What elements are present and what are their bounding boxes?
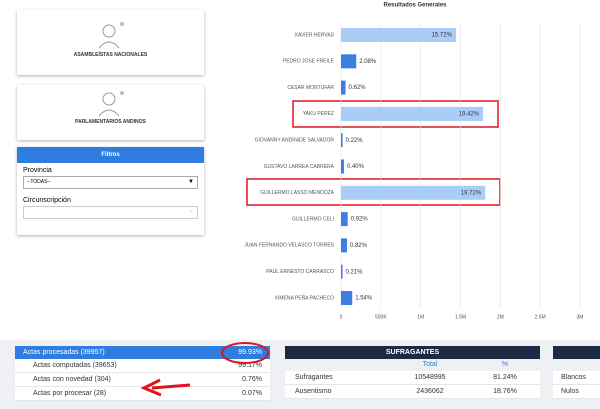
category-label: CESAR MONTUFAR (287, 85, 334, 91)
actas-label: Actas con novedad (304) (33, 376, 111, 383)
card-label: PARLAMENTARIOS ANDINOS (75, 119, 146, 125)
votos-table: Blancos Nulos (553, 346, 600, 399)
row-total: 10548995 (414, 374, 446, 381)
votos-rows: Blancos Nulos (553, 371, 600, 399)
icon (98, 22, 124, 49)
row-percent: 81.24% (493, 374, 517, 381)
sufragantes-row: Ausentismo 2436062 18.76% (285, 385, 540, 399)
actas-row: Actas computadas (39653) 99.17% (15, 359, 270, 373)
x-tick-label: 2M (497, 314, 504, 320)
x-tick-label: 3M (577, 314, 584, 320)
row-total: 2436062 (416, 388, 444, 395)
category-label: YAKU PEREZ (303, 111, 334, 117)
x-tick-label: 0 (340, 314, 343, 320)
value-label: 0.82% (350, 243, 368, 249)
actas-rows: Actas computadas (39653) 99.17% Actas con … (15, 359, 270, 401)
category-label: GIOVANNY ANDRADE SALVADOR (255, 138, 335, 144)
x-tick-label: 2.5M (535, 314, 546, 320)
category-label: XAVIER HERVAS (295, 32, 335, 38)
value-label: 19.72% (461, 190, 482, 196)
province-select[interactable]: --TODAS-- ▼ (23, 176, 198, 189)
sufragantes-rows: Sufragantes 10548995 81.24% Ausentismo 24360… (285, 371, 540, 399)
votos-header (553, 346, 600, 359)
value-label: 0.21% (346, 269, 364, 275)
value-label: 0.62% (349, 85, 367, 91)
card-asambleistas[interactable]: ASAMBLEÍSTAS NACIONALES (17, 10, 204, 75)
sufragantes-row: Sufragantes 10548995 81.24% (285, 371, 540, 385)
value-label: 2.08% (359, 59, 377, 65)
category-label: PEDRO JOSE FREILE (283, 59, 335, 65)
actas-header-label: Actas procesadas (39957) (23, 349, 105, 356)
value-label: 1.54% (355, 296, 373, 302)
annotations (140, 342, 269, 397)
bar (341, 28, 456, 42)
district-label: Circunscripción (23, 197, 71, 204)
province-value: --TODAS-- (27, 179, 51, 185)
district-select[interactable]: ⌄ (23, 206, 198, 219)
chart-title: Resultados Generales (383, 3, 447, 9)
votos-row: Blancos (553, 371, 600, 385)
category-label: JUAN FERNANDO VELASCO TORRES (244, 243, 334, 249)
sufragantes-columns: Total% (285, 359, 540, 371)
actas-header: Actas procesadas (39957) 99.93% (15, 346, 270, 359)
value-label: 0.22% (346, 138, 364, 144)
bar (341, 159, 344, 174)
actas-value: 0.07% (242, 390, 262, 397)
category-label: GUSTAVO LARREA CABRERA (264, 164, 335, 170)
bar (341, 291, 353, 305)
value-label: 15.72% (432, 33, 453, 39)
sufragantes-table: SUFRAGANTES Total% Sufragantes 10548995 81… (285, 346, 540, 399)
actas-value: 0.76% (242, 376, 262, 383)
bar (341, 264, 343, 279)
actas-label: Actas por procesar (28) (33, 390, 107, 397)
actas-header-value: 99.93% (238, 349, 262, 356)
actas-table: Actas procesadas (39957) 99.93% Actas com… (15, 346, 270, 401)
category-label: GUILLERMO CELI (292, 216, 334, 222)
sufragantes-title: SUFRAGANTES (285, 346, 540, 359)
actas-row: Actas por procesar (28) 0.07% (15, 387, 270, 401)
row-label: Ausentismo (295, 388, 332, 395)
bar (341, 185, 486, 200)
filters-title: Filtros (17, 147, 204, 163)
bar (341, 238, 347, 253)
category-label: GUILLERMO LASSO MENDOZA (260, 190, 335, 196)
highlight-box (246, 178, 501, 206)
bar (341, 106, 484, 121)
arrow-annotation (140, 378, 191, 397)
row-label: Sufragantes (295, 374, 333, 381)
circle-annotation (221, 342, 269, 364)
category-label: XIMENA PEÑA PACHECO (275, 294, 334, 301)
x-tick-label: 1M (417, 314, 424, 320)
category-label: PAUL ERNESTO CARRASCO (266, 269, 334, 275)
province-label: Provincia (23, 167, 52, 174)
highlight-box (292, 100, 499, 128)
card-parlamentarios[interactable]: PARLAMENTARIOS ANDINOS (17, 85, 204, 140)
chart: Resultados Generales 0 500K 1M 1.5M 2M 2.5M 3M… (244, 3, 584, 321)
actas-label: Actas computadas (39653) (33, 362, 117, 369)
votos-row: Nulos (553, 385, 600, 399)
bar (341, 54, 357, 69)
card-label: ASAMBLEÍSTAS NACIONALES (73, 52, 148, 58)
bar (341, 133, 343, 148)
actas-row: Actas con novedad (304) 0.76% (15, 373, 270, 387)
x-tick-label: 500K (375, 314, 387, 320)
actas-value: 99.17% (238, 362, 262, 369)
bar (341, 212, 348, 227)
value-label: 0.92% (351, 217, 369, 223)
x-tick-label: 1.5M (455, 314, 466, 320)
filters-panel: Filtros Provincia --TODAS-- ▼ Circunscrip… (17, 147, 204, 235)
icon (98, 91, 124, 117)
bar (341, 80, 346, 95)
value-label: 19.42% (459, 111, 480, 117)
column-header: Total (422, 361, 438, 368)
value-label: 0.40% (347, 164, 365, 170)
column-header: % (501, 361, 509, 368)
row-percent: 18.76% (493, 388, 517, 395)
